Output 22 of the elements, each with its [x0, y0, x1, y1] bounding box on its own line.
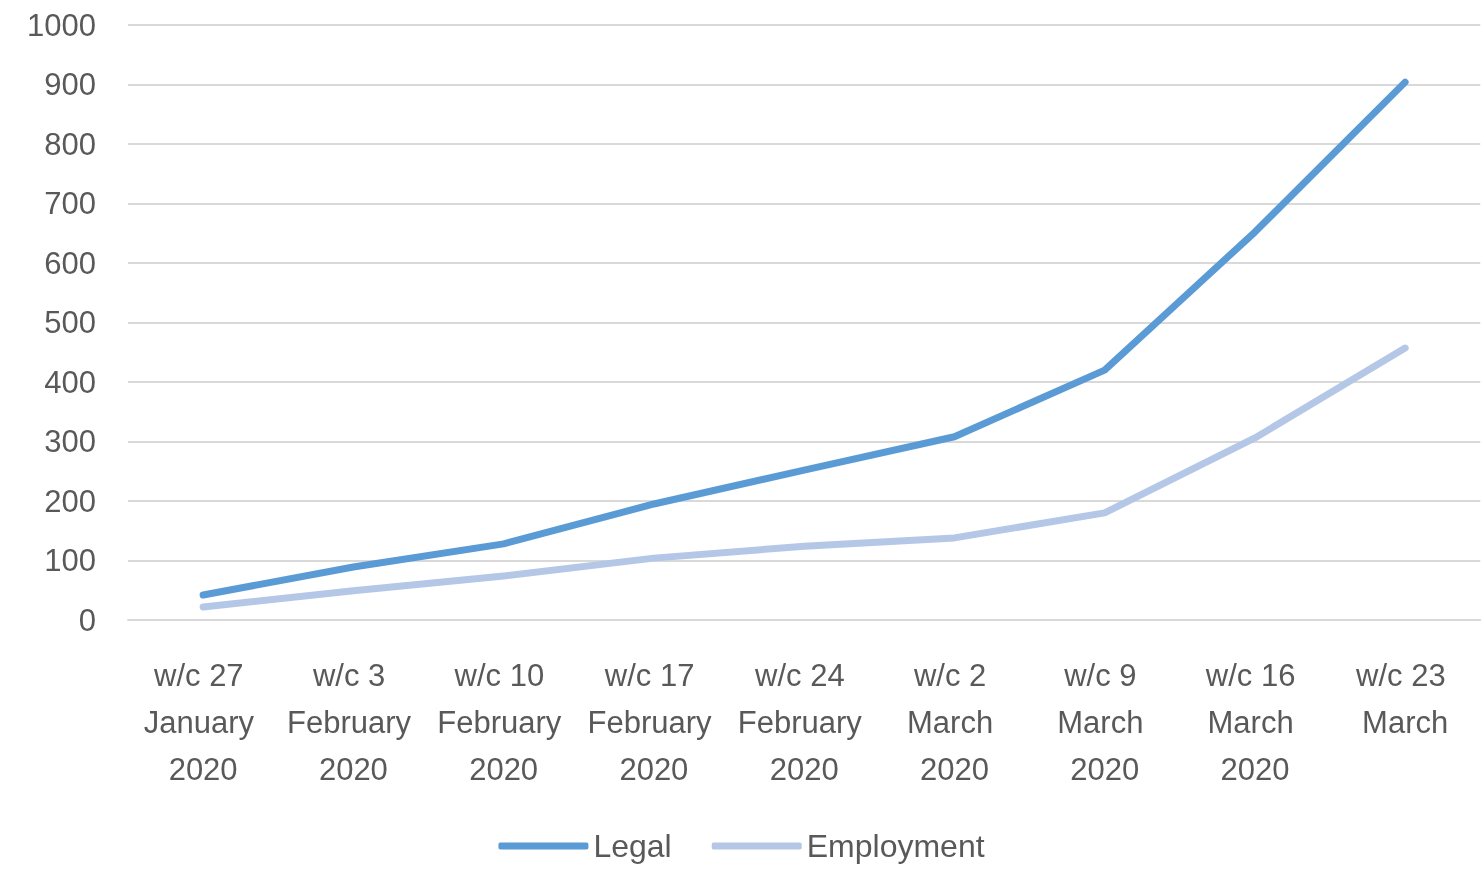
y-tick-label: 900: [44, 67, 96, 102]
x-tick-label: w/c 23 March: [1355, 658, 1455, 740]
y-tick-label: 400: [44, 364, 96, 400]
x-tick-label: w/c 3 February 2020: [287, 658, 420, 787]
x-tick-label: w/c 17 February 2020: [587, 658, 721, 787]
y-tick-label: 0: [78, 602, 96, 638]
x-tick-label: w/c 16 March 2020: [1204, 658, 1305, 787]
y-tick-label: 500: [44, 305, 96, 340]
y-tick-label: 800: [44, 126, 96, 162]
legend-label: Employment: [806, 828, 985, 864]
y-tick-label: 1000: [27, 7, 96, 43]
y-tick-label: 300: [44, 424, 96, 459]
x-tick-label: w/c 27 January 2020: [143, 658, 263, 787]
x-tick-label: w/c 9 March 2020: [1057, 658, 1153, 787]
y-tick-label: 100: [44, 543, 96, 578]
y-tick-label: 600: [44, 245, 96, 281]
x-tick-label: w/c 24 February 2020: [737, 658, 871, 787]
y-tick-label: 200: [44, 483, 96, 519]
x-tick-label: w/c 2 March 2020: [907, 658, 1002, 787]
y-tick-label: 700: [44, 186, 96, 221]
legend-label: Legal: [593, 828, 672, 864]
x-tick-label: w/c 10 February 2020: [437, 658, 570, 787]
